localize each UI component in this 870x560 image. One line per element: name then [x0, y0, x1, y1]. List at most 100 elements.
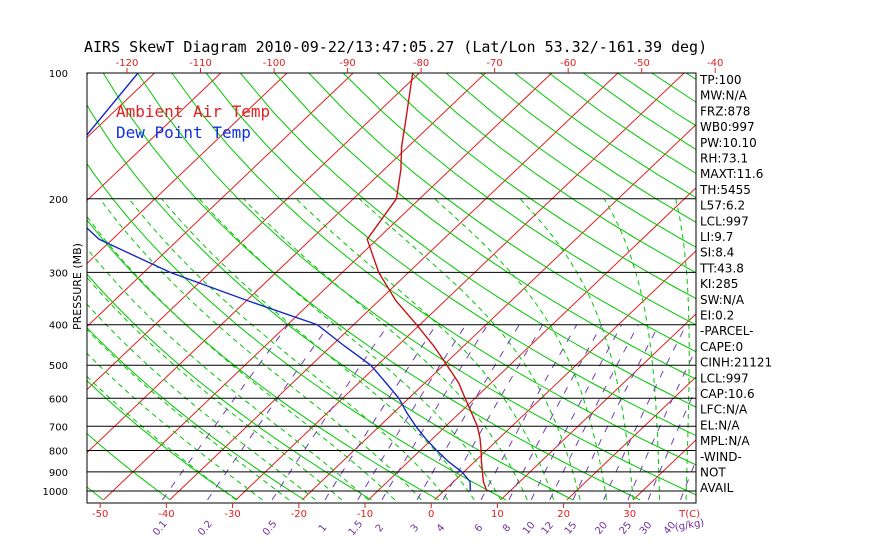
dry-adiabat-line	[480, 73, 696, 223]
moist-adiabat-line	[675, 198, 690, 500]
isotherm-line	[235, 73, 685, 501]
plot-frame	[86, 72, 697, 504]
pressure-tick-label: 500	[49, 361, 68, 372]
mixing-ratio-label: 2	[374, 522, 387, 534]
moist-adiabat-line	[128, 198, 449, 501]
stat-line: MAXT:11.6	[700, 167, 763, 181]
y-axis-label: PRESSURE (MB)	[71, 243, 84, 330]
bottom-temp-tick-label: -40	[158, 509, 174, 520]
stat-line: CAP:10.6	[700, 387, 755, 401]
mixing-ratio-line	[549, 324, 639, 501]
mixing-ratio-line	[572, 324, 660, 501]
chart-title: AIRS SkewT Diagram 2010-09-22/13:47:05.2…	[84, 38, 707, 56]
moist-adiabat-line	[87, 215, 396, 501]
mixing-ratio-line	[324, 324, 437, 501]
isotherm-line	[169, 73, 619, 501]
mixing-ratio-line	[647, 387, 696, 501]
isotherm-line	[87, 73, 420, 391]
legend-dew-point-temp: Dew Point Temp	[116, 123, 251, 142]
mixing-ratio-label: 3	[409, 522, 422, 534]
moist-adiabat-line	[358, 198, 581, 501]
mixing-ratio-line	[508, 324, 603, 501]
moist-adiabat-line	[87, 375, 237, 501]
mixing-ratio-line	[680, 459, 696, 501]
dry-adiabat-line	[87, 103, 574, 501]
bottom-temp-tick-label: 20	[557, 509, 570, 520]
dry-adiabat-line	[205, 73, 696, 437]
legend: Ambient Air Temp Dew Point Temp	[116, 102, 270, 142]
isotherm-line	[87, 73, 354, 328]
stat-line: KI:285	[700, 277, 738, 291]
stat-line: CINH:21121	[700, 356, 772, 370]
dry-adiabat-line	[87, 379, 238, 501]
dry-adiabat-line	[137, 73, 696, 496]
bottom-temp-tick-label: 10	[491, 509, 504, 520]
pressure-tick-label: 100	[49, 69, 68, 80]
profile-lines	[87, 73, 488, 492]
stat-line: EI:0.2	[700, 309, 734, 323]
top-temp-tick-label: -100	[263, 58, 286, 69]
mixing-ratio-label: 0.2	[196, 519, 215, 538]
stat-line: CAPE:0	[700, 340, 743, 354]
moist-adiabat-line	[87, 328, 290, 501]
top-temp-tick-label: -90	[339, 58, 355, 69]
isotherm-line	[103, 73, 553, 501]
mixing-ratio-label: 6	[473, 522, 486, 534]
mixing-ratio-label: 10	[521, 520, 538, 537]
stat-line: EL:N/A	[700, 418, 740, 432]
dry-adiabat-line	[102, 73, 641, 501]
stat-line: LI:9.7	[700, 230, 733, 244]
grid-lines	[87, 73, 870, 501]
mixing-ratio-label: 15	[563, 520, 580, 537]
stat-line: L57:6.2	[700, 199, 745, 213]
isobars	[87, 72, 696, 492]
isotherm-line	[367, 187, 696, 501]
stat-line: NOT	[700, 466, 726, 480]
top-temp-tick-label: -70	[486, 58, 502, 69]
stat-line: LFC:N/A	[700, 403, 748, 417]
ambient-air-temp-line	[366, 73, 488, 492]
isotherm-line	[566, 376, 696, 501]
stat-line: SI:8.4	[700, 246, 734, 260]
mixing-ratio-line	[442, 324, 544, 501]
isotherm-line	[500, 313, 696, 501]
mixing-ratio-line	[480, 324, 578, 501]
bottom-temp-tick-label: -30	[224, 509, 240, 520]
pressure-tick-label: 900	[49, 468, 68, 479]
moist-adiabat-line	[87, 247, 369, 501]
bottom-temp-tick-label: -20	[291, 509, 307, 520]
mixing-ratio-label: 12	[540, 520, 557, 537]
stat-line: TH:5455	[699, 183, 751, 197]
mixing-ratio-unit-label: (g/kg)	[674, 518, 705, 534]
dry-adiabat-line	[274, 73, 696, 380]
mixing-ratio-label: 30	[638, 520, 655, 537]
stat-line: RH:73.1	[700, 152, 748, 166]
dry-adiabat-line	[87, 326, 305, 501]
stat-line: SW:N/A	[700, 293, 745, 307]
moist-adiabat-line	[99, 198, 422, 501]
isotherm-line	[87, 73, 288, 265]
stat-line: -WIND-	[700, 450, 742, 464]
mixing-ratio-line	[207, 324, 330, 501]
stat-line: LCL:997	[700, 214, 749, 228]
stat-line: -PARCEL-	[700, 324, 754, 338]
mixing-ratio-line	[357, 324, 467, 501]
isotherm-line	[766, 73, 870, 500]
mixing-ratio-label: 1.5	[347, 519, 366, 538]
stat-line: MPL:N/A	[700, 434, 750, 448]
mixing-ratio-label: 20	[593, 520, 610, 537]
dry-adiabat-line	[651, 73, 696, 103]
pressure-tick-label: 600	[49, 394, 68, 405]
isotherm-line	[87, 73, 486, 454]
dry-adiabat-line	[87, 162, 507, 501]
stat-line: AVAIL	[700, 481, 734, 495]
mixing-ratio-line	[627, 347, 696, 501]
top-temp-tick-label: -50	[634, 58, 650, 69]
top-temp-tick-label: -40	[707, 58, 723, 69]
dry-adiabat-line	[445, 73, 696, 248]
bottom-temp-tick-label: -10	[357, 509, 373, 520]
isotherm-line	[832, 73, 870, 500]
